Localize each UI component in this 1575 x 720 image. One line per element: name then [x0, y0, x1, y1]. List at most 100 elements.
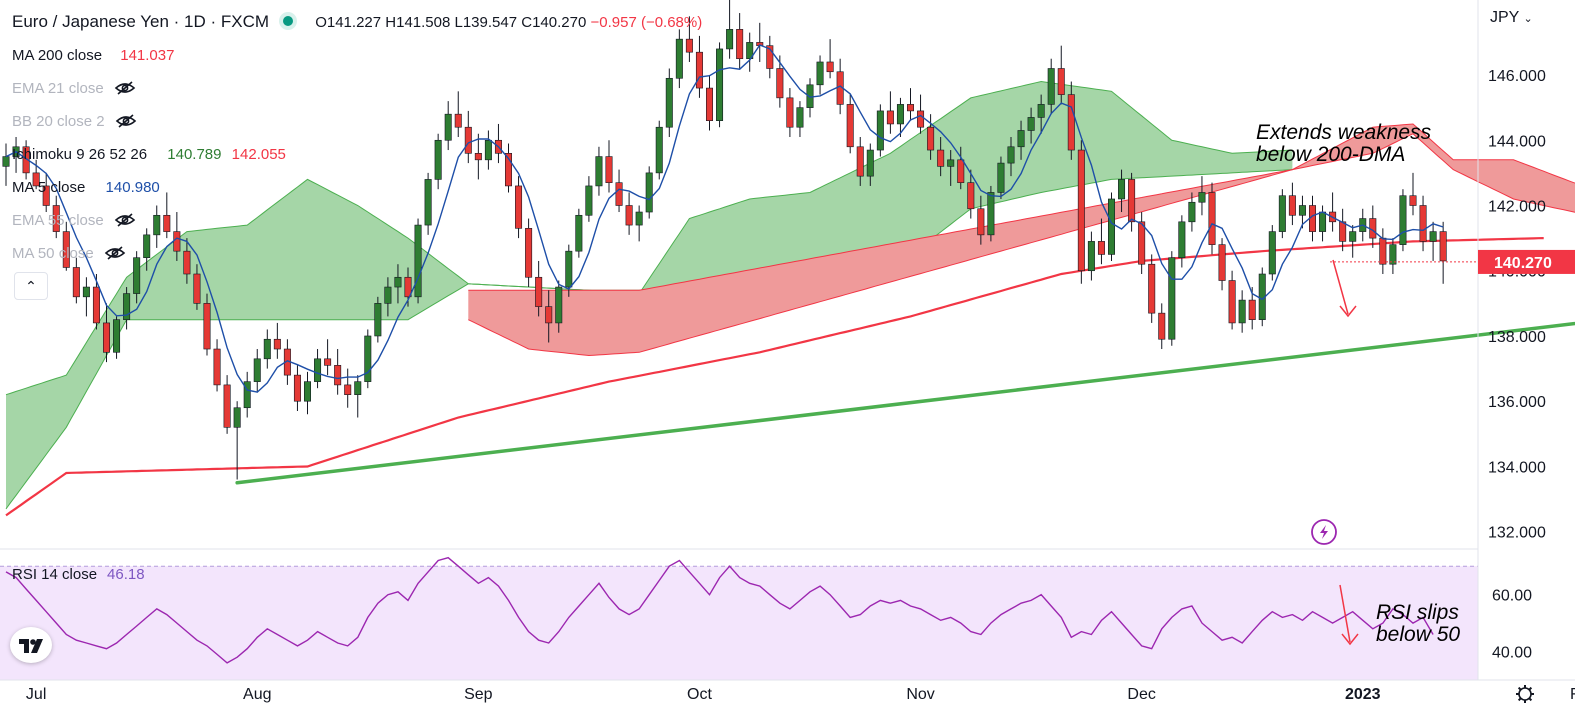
candle [1148, 254, 1156, 323]
ma5-line [5, 44, 1444, 393]
candle [615, 169, 623, 213]
candle-body [1228, 280, 1236, 324]
candle-body [585, 185, 593, 216]
legend-rsi[interactable]: RSI 14 close 46.18 [12, 566, 145, 583]
candle-body [1278, 195, 1286, 232]
candle-body [886, 110, 894, 125]
candle [555, 280, 563, 333]
candle-body [1037, 104, 1045, 118]
candle [545, 290, 553, 343]
candle [1429, 221, 1437, 261]
candle-body [1339, 221, 1347, 242]
candle-body [173, 231, 181, 252]
candle [193, 264, 201, 310]
candle-body [1067, 94, 1075, 151]
candle-body [856, 146, 864, 177]
candle-body [987, 192, 995, 236]
candle [876, 104, 884, 157]
candle-body [1248, 299, 1256, 320]
candle-body [1148, 263, 1156, 314]
price-annotation-line1: Extends weakness [1256, 121, 1432, 144]
ohlc-low: L139.547 [454, 14, 518, 31]
candle [645, 166, 653, 219]
time-tick-label: Feb [1570, 686, 1575, 703]
candle-body [62, 231, 70, 268]
candle [474, 133, 482, 180]
candle [72, 257, 80, 304]
candle-body [796, 107, 804, 128]
candle [575, 208, 583, 258]
candle [1097, 218, 1105, 265]
hidden-eye-icon[interactable] [104, 246, 126, 260]
candle [1399, 189, 1407, 252]
candle [223, 375, 231, 434]
candle-body [1108, 198, 1116, 255]
candle [293, 365, 301, 411]
candle [52, 195, 60, 239]
candle-body [233, 407, 241, 428]
candle [314, 349, 322, 389]
legend-ma5[interactable]: MA 5 close 140.980 [12, 179, 166, 197]
candle-body [263, 338, 271, 360]
candle-body [1429, 231, 1437, 242]
candle [776, 55, 784, 108]
candle [1087, 231, 1095, 281]
rsi-path [5, 556, 1434, 664]
candle [273, 322, 281, 359]
hidden-eye-icon[interactable] [114, 213, 136, 227]
candle [1057, 45, 1065, 105]
candle-body [1298, 205, 1306, 216]
candle [766, 35, 774, 79]
candle-body [1208, 192, 1216, 245]
candle [635, 205, 643, 242]
legend-ichimoku[interactable]: Ichimoku 9 26 52 26 140.789 142.055 [12, 146, 292, 164]
candle-body [1087, 241, 1095, 272]
candle [1168, 251, 1176, 346]
tradingview-logo[interactable] [10, 627, 52, 663]
candle [334, 349, 342, 395]
candle-body [1389, 244, 1397, 265]
ohlc-high: H141.508 [385, 14, 451, 31]
candle [1389, 238, 1397, 274]
candle-body [1319, 211, 1327, 232]
hidden-eye-icon[interactable] [115, 114, 137, 128]
candle [1067, 81, 1075, 160]
candle [937, 137, 945, 177]
candle-body [1369, 218, 1377, 239]
time-tick-label: Dec [1127, 686, 1155, 703]
support-trendline [235, 321, 1575, 485]
collapse-legend-button[interactable]: ⌃ [14, 272, 48, 300]
candle [957, 146, 965, 190]
ma200-line [5, 237, 1544, 517]
legend-ma200[interactable]: MA 200 close 141.037 [12, 47, 180, 65]
candle [243, 371, 251, 418]
candle [143, 228, 151, 271]
candle-body [595, 156, 603, 187]
legend-ema55[interactable]: EMA 55 close [12, 212, 136, 230]
legend-ma200-label: MA 200 close [12, 47, 103, 64]
candle [364, 329, 372, 389]
rsi-tick-label: 60.00 [1492, 588, 1532, 605]
bear-cloud-fill [468, 124, 1575, 356]
candle-body [997, 162, 1005, 193]
hidden-eye-icon[interactable] [114, 81, 136, 95]
candle-body [374, 303, 382, 337]
candle [1369, 205, 1377, 248]
price-tick-label: 136.000 [1488, 394, 1546, 411]
currency-selector[interactable]: JPY ⌄ [1490, 9, 1533, 27]
tradingview-logo-icon [19, 639, 43, 653]
candle [203, 293, 211, 356]
candle-body [515, 185, 523, 229]
symbol-title[interactable]: Euro / Japanese Yen · 1D · FXCM [12, 12, 270, 31]
candle [62, 221, 70, 271]
candle-body [444, 113, 452, 141]
legend-ma50[interactable]: MA 50 close [12, 245, 126, 263]
candle [1208, 182, 1216, 255]
candle [2, 143, 10, 186]
legend-bb20[interactable]: BB 20 close 2 [12, 113, 137, 131]
candle-body [655, 126, 663, 174]
ma5-path [5, 44, 1444, 393]
legend-ema21[interactable]: EMA 21 close [12, 80, 136, 98]
candle-body [957, 159, 965, 183]
